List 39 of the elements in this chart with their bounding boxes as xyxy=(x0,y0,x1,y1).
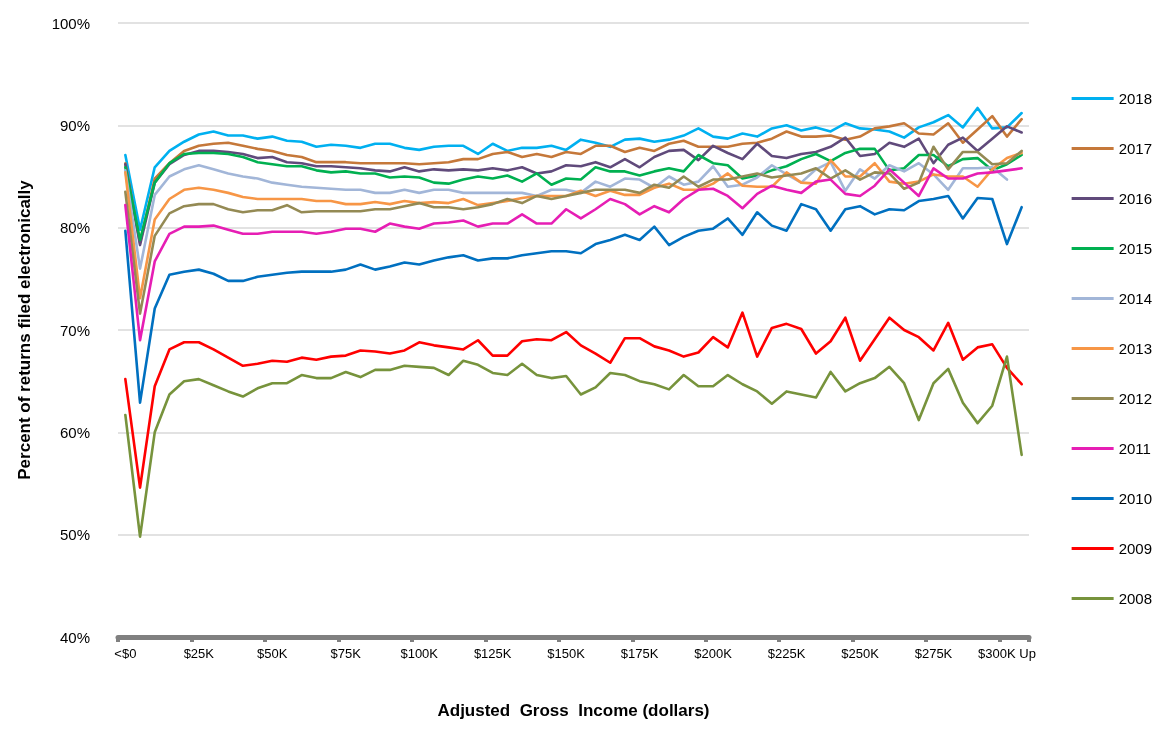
x-tick-label: $25K xyxy=(183,646,215,661)
x-tick-label: $100K xyxy=(400,646,439,661)
line-series xyxy=(124,311,1023,489)
y-tick-label: 60% xyxy=(59,423,90,441)
y-tick-label: 50% xyxy=(59,526,90,544)
y-tick-label: 80% xyxy=(59,219,90,237)
line-series xyxy=(124,147,1023,242)
legend-label: 2018 xyxy=(1118,90,1153,107)
x-axis-title: Adjusted Gross Income (dollars) xyxy=(437,701,710,720)
legend-label: 2008 xyxy=(1118,590,1153,607)
y-tick-label: 40% xyxy=(59,628,90,646)
legend-label: 2015 xyxy=(1118,240,1153,257)
legend-label: 2011 xyxy=(1118,440,1151,457)
x-tick-label: $250K xyxy=(841,646,880,661)
x-tick-label: $50K xyxy=(257,646,288,661)
x-tick-label: $225K xyxy=(767,646,806,661)
x-tick-label: <$0 xyxy=(114,646,137,661)
x-tick-label: $125K xyxy=(473,646,512,661)
x-tick-label: $175K xyxy=(620,646,659,661)
x-tick-label: $75K xyxy=(330,646,362,661)
legend-label: 2017 xyxy=(1118,140,1153,157)
line-series xyxy=(124,194,1023,404)
x-tick-label: $275K xyxy=(914,646,953,661)
legend-label: 2009 xyxy=(1118,540,1153,557)
line-series xyxy=(124,106,1023,232)
y-tick-label: 90% xyxy=(59,116,90,134)
y-tick-label: 70% xyxy=(59,321,90,339)
x-tick-label: $150K xyxy=(547,646,586,661)
legend-label: 2010 xyxy=(1118,490,1153,507)
line-series xyxy=(124,355,1023,539)
legend-label: 2013 xyxy=(1118,340,1153,357)
legend-label: 2014 xyxy=(1118,290,1153,307)
line-series xyxy=(124,167,1023,342)
x-tick-label: $200K xyxy=(694,646,733,661)
legend-label: 2012 xyxy=(1118,390,1153,407)
y-tick-label: 100% xyxy=(51,14,90,32)
legend-label: 2016 xyxy=(1118,190,1153,207)
x-tick-label: $300K Up xyxy=(978,646,1036,661)
y-axis-title: Percent of returns filed electronically xyxy=(15,179,34,480)
